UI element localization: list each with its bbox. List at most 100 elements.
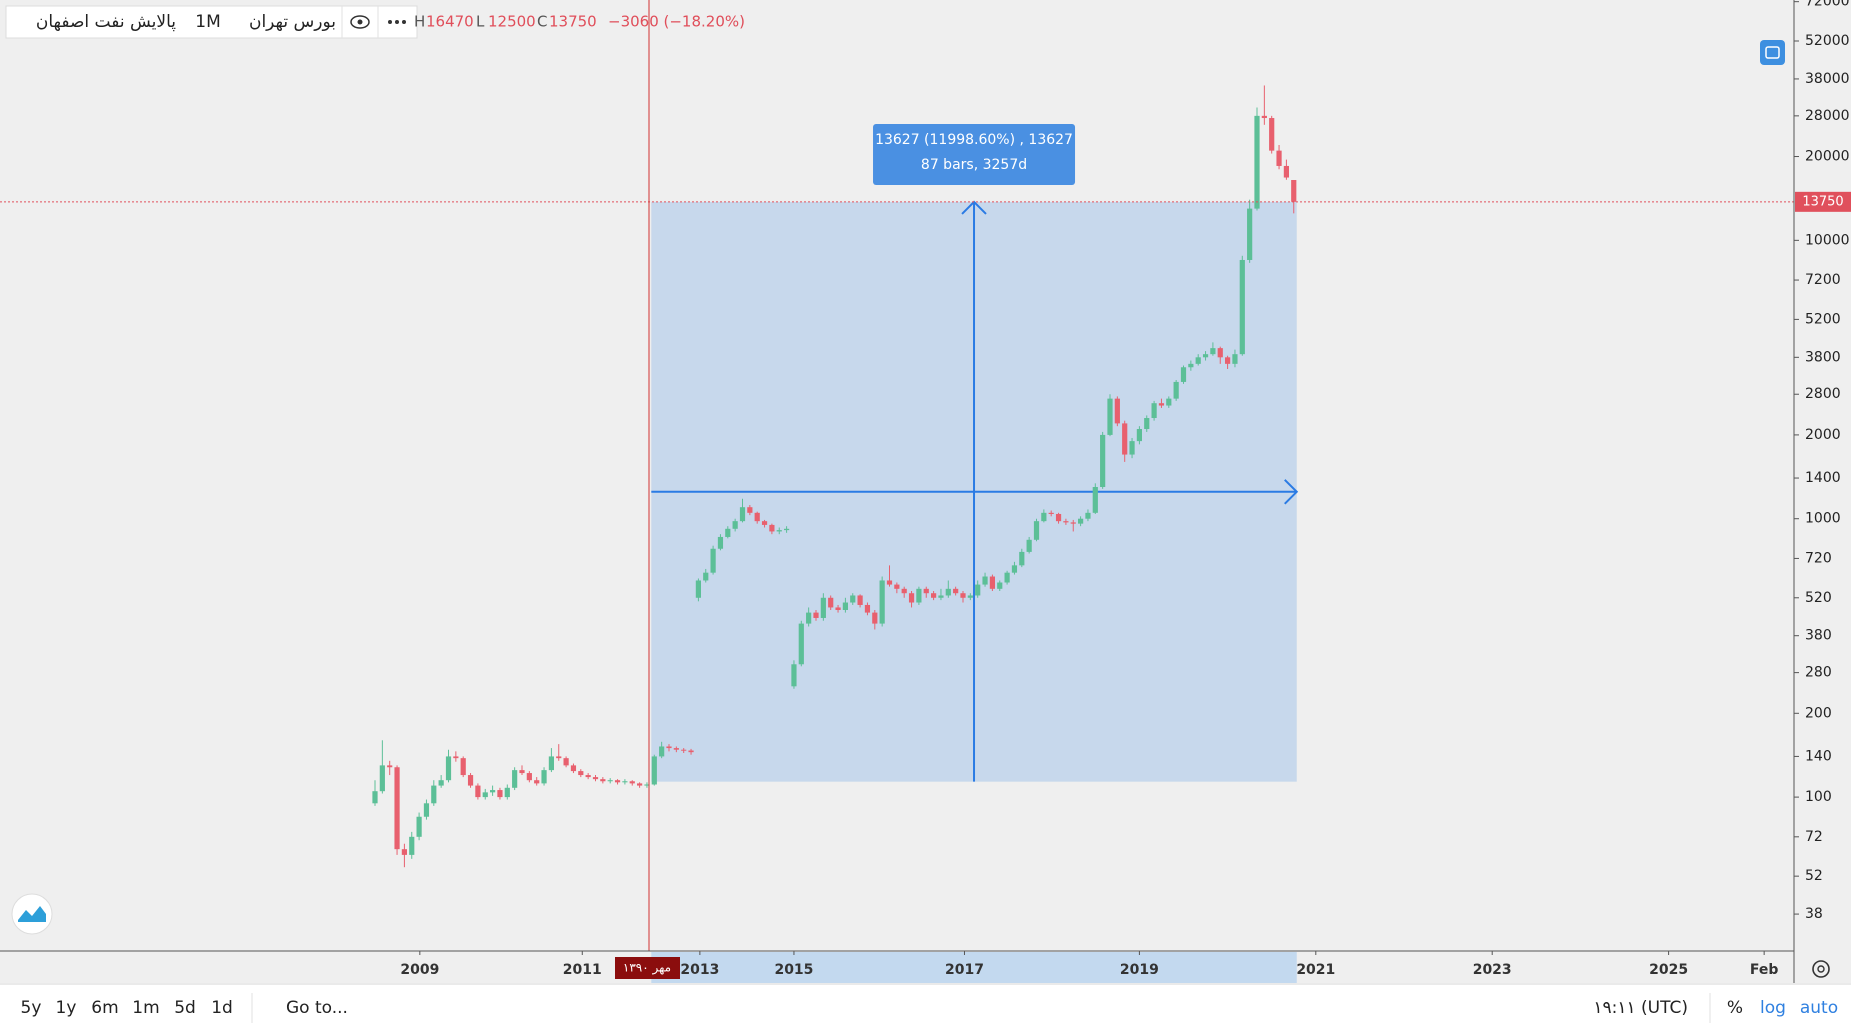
candle-body <box>1026 539 1032 552</box>
candle-body <box>1107 398 1113 435</box>
candle-body <box>570 765 577 772</box>
candle-body <box>644 784 650 786</box>
candle-body <box>769 524 775 532</box>
ohlc-key: H <box>414 13 425 31</box>
candle-body <box>1158 403 1165 406</box>
candle-body <box>798 623 804 665</box>
range-button[interactable]: 1d <box>211 998 233 1018</box>
more-icon[interactable] <box>388 20 406 24</box>
candle-body <box>548 756 554 771</box>
candle-body <box>975 584 981 596</box>
eye-icon[interactable] <box>350 15 370 29</box>
candle-body <box>1048 512 1054 514</box>
range-button[interactable]: 5d <box>174 998 196 1018</box>
candle-body <box>1070 522 1076 524</box>
candle-body <box>622 781 628 783</box>
y-tick-label: 28000 <box>1805 108 1850 124</box>
candle-body <box>1217 348 1223 358</box>
range-button[interactable]: 1y <box>56 998 77 1018</box>
x-tick-label: 2015 <box>774 962 813 978</box>
x-tick-label: 2021 <box>1296 962 1335 978</box>
candle-body <box>1055 513 1062 522</box>
candle-body <box>578 771 584 776</box>
candle-body <box>695 580 701 598</box>
candle-body <box>379 765 385 792</box>
candle-body <box>519 770 525 774</box>
candle-body <box>1078 518 1084 524</box>
candle-body <box>497 790 503 798</box>
candle-body <box>504 787 510 798</box>
ohlc-key: L <box>476 13 485 31</box>
candle-body <box>916 588 922 603</box>
candle-body <box>997 582 1003 589</box>
interval[interactable]: 1M <box>195 12 220 32</box>
ohlc-value: 16470 <box>426 13 474 31</box>
candle-body <box>526 773 532 781</box>
y-tick-label: 7200 <box>1805 272 1841 288</box>
candle-body <box>953 588 959 594</box>
candle-body <box>703 572 709 581</box>
x-tick-label: 2017 <box>945 962 984 978</box>
last-price-label: 13750 <box>1802 194 1843 209</box>
candle-body <box>1254 115 1260 209</box>
candle-body <box>409 836 415 855</box>
candle-body <box>784 528 790 531</box>
candle-body <box>1261 115 1267 119</box>
settings-icon[interactable] <box>1812 960 1830 978</box>
x-tick-label: 2013 <box>680 962 719 978</box>
candle-body <box>1291 180 1297 202</box>
candle-body <box>835 607 841 610</box>
y-tick-label: 380 <box>1805 628 1832 644</box>
symbol-name: پالایش نفت اصفهان <box>36 12 176 32</box>
y-tick-label: 2800 <box>1805 386 1841 402</box>
candle-body <box>607 780 613 782</box>
candle-body <box>666 746 672 749</box>
time-zone[interactable]: ۱۹:۱۱ (UTC) <box>1593 998 1688 1018</box>
measure-label: 87 bars, 3257d <box>921 157 1027 173</box>
y-tick-label: 38 <box>1805 906 1823 922</box>
candle-body <box>541 770 547 784</box>
ohlc-value: 12500 <box>488 13 536 31</box>
candle-body <box>1151 403 1157 419</box>
y-tick-label: 20000 <box>1805 149 1850 165</box>
range-button[interactable]: 5y <box>21 998 42 1018</box>
candle-body <box>908 593 915 603</box>
candle-body <box>416 816 422 837</box>
candle-body <box>387 765 393 768</box>
candle-body <box>563 758 569 766</box>
x-tick-label: 2023 <box>1473 962 1512 978</box>
candle-body <box>1011 565 1018 573</box>
goto-button[interactable]: Go to... <box>286 998 348 1018</box>
candle-body <box>1092 486 1098 513</box>
y-tick-label: 72 <box>1805 829 1823 845</box>
y-tick-label: 2000 <box>1805 427 1841 443</box>
y-tick-label: 52000 <box>1805 33 1850 49</box>
candle-body <box>931 593 937 598</box>
candle-body <box>431 785 437 804</box>
candle-body <box>886 580 893 585</box>
sync-icon <box>1765 46 1780 59</box>
candle-body <box>739 507 746 522</box>
y-tick-label: 10000 <box>1805 232 1850 248</box>
candle-body <box>592 777 599 780</box>
candle-body <box>761 521 768 525</box>
sync-button[interactable] <box>1760 40 1785 65</box>
candle-body <box>534 780 540 784</box>
range-button[interactable]: 1m <box>132 998 159 1018</box>
candle-body <box>1166 398 1172 406</box>
log-toggle[interactable]: log <box>1760 998 1786 1018</box>
y-tick-label: 140 <box>1805 748 1832 764</box>
ohlc-key: C <box>537 13 547 31</box>
measure-tooltip <box>873 124 1076 185</box>
candle-body <box>960 593 966 598</box>
range-button[interactable]: 6m <box>91 998 118 1018</box>
candle-body <box>688 750 694 753</box>
candle-body <box>659 746 665 757</box>
logo-button[interactable] <box>11 893 53 935</box>
auto-toggle[interactable]: auto <box>1800 998 1838 1018</box>
candle-body <box>828 597 834 608</box>
y-tick-label: 720 <box>1805 550 1832 566</box>
y-tick-label: 520 <box>1805 590 1832 606</box>
candle-body <box>438 780 444 786</box>
percent-toggle[interactable]: % <box>1727 998 1743 1018</box>
